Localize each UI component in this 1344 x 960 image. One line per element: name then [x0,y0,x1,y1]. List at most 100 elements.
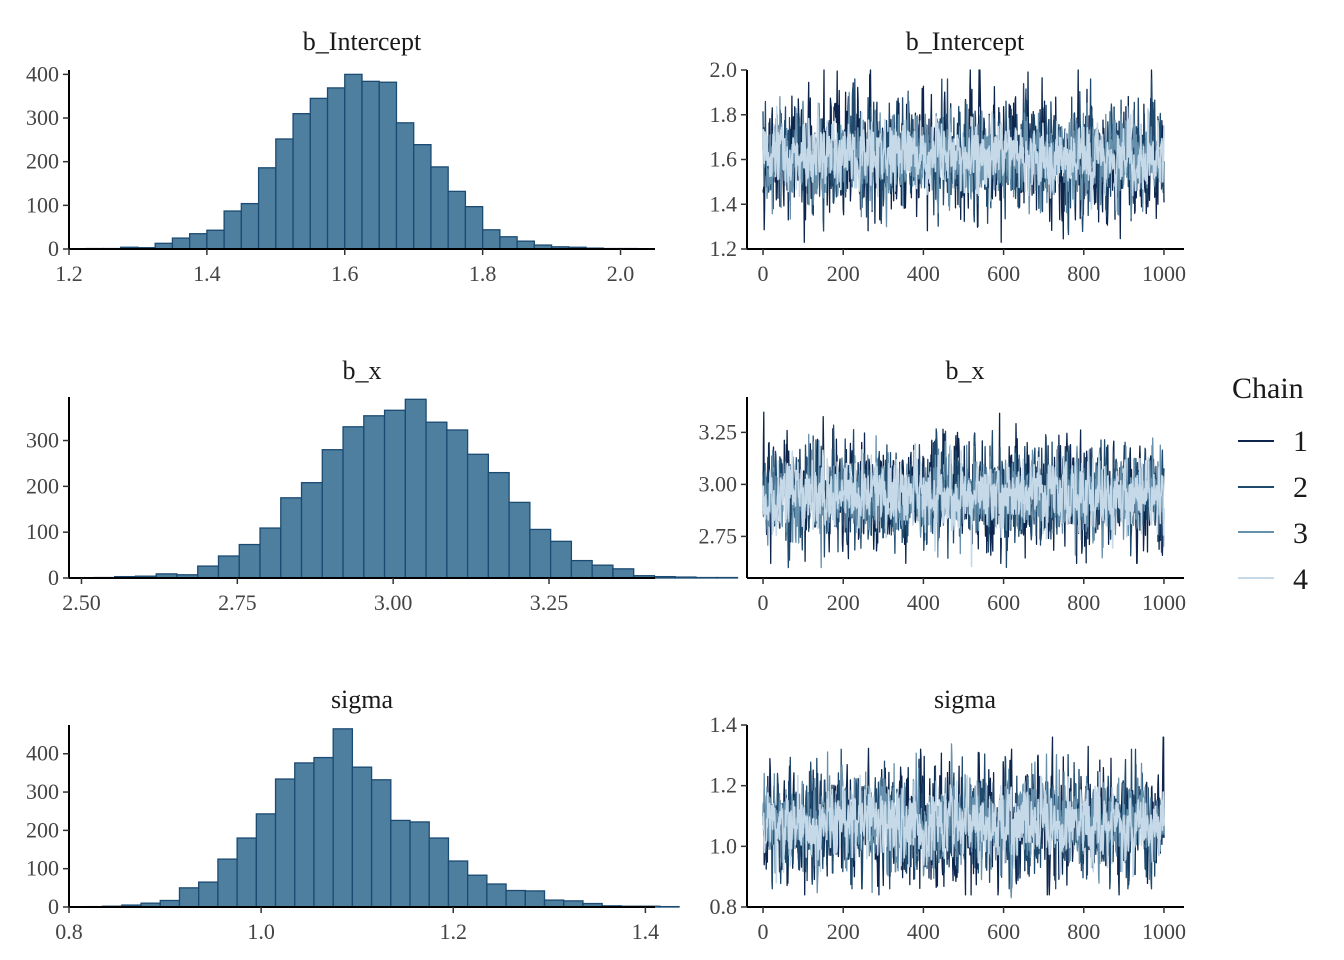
histogram-bar [370,779,392,908]
histogram-bar [404,398,427,579]
legend-label-3: 3 [1293,517,1308,550]
x-tick-label: 600 [987,261,1020,286]
x-tick-label: 0 [758,590,769,615]
y-tick-label: 1.8 [710,102,738,127]
histogram-bar [466,453,490,579]
y-tick-label: 3.00 [699,471,738,496]
histogram-bar [206,229,225,250]
histogram-bar [326,87,346,250]
histogram-bar [430,166,449,250]
y-tick-label: 1.2 [710,236,738,261]
y-tick-label: 300 [26,428,59,453]
histogram-bar [255,813,277,908]
legend-label-2: 2 [1293,471,1308,504]
histogram-bar [570,559,593,579]
histogram-bar [395,122,415,250]
histogram-bar [313,756,334,908]
histogram-bar [223,210,243,250]
legend-title: Chain [1232,372,1304,405]
histogram-bar [505,889,526,908]
y-tick-label: 100 [26,192,59,217]
histogram-bar [378,81,398,250]
x-tick-label: 400 [907,919,940,944]
histogram-bar [383,409,406,579]
histogram-bar [390,819,411,908]
histogram-bar [198,881,219,908]
panel-title: b_Intercept [303,27,422,56]
x-tick-label: 800 [1067,590,1100,615]
x-tick-label: 3.25 [530,590,569,615]
histogram-bar [464,205,484,250]
x-tick-label: 0 [758,261,769,286]
x-tick-label: 0 [758,919,769,944]
y-tick-label: 1.2 [710,773,738,798]
chain-legend: Chain 1 2 3 4 [1232,372,1308,596]
y-tick-label: 200 [26,817,59,842]
histogram-bar [217,555,240,579]
x-tick-label: 0.8 [55,919,83,944]
histogram-bar [529,528,552,579]
histogram-bar [428,837,450,908]
trace-panel-b-x: b_x 0 200 400 600 800 1000 2.75 3.00 3.25 [699,356,1186,615]
trace-lines [762,736,1165,899]
x-tick-label: 1.0 [247,919,275,944]
y-tick-label: 200 [26,149,59,174]
histogram-bar [467,874,488,908]
legend-entry-1: 1 [1238,425,1308,458]
histogram-bars [93,398,739,579]
histogram-bar [447,190,467,250]
trace-line-chain-4 [762,771,1165,884]
y-tick-label: 0 [48,236,59,261]
x-tick-label: 2.50 [62,590,101,615]
y-tick-label: 100 [26,856,59,881]
x-tick-label: 2.0 [607,261,635,286]
x-tick-label: 800 [1067,261,1100,286]
x-tick-label: 1.4 [193,261,221,286]
y-tick-label: 1.6 [710,147,738,172]
trace-lines [762,411,1165,569]
y-tick-label: 200 [26,473,59,498]
histogram-bar [674,576,697,579]
hist-panel-sigma: sigma 0.8 1.0 1.2 1.4 0 100 200 300 400 [26,685,680,944]
y-tick-label: 100 [26,519,59,544]
x-tick-label: 1.6 [331,261,359,286]
x-tick-label: 200 [827,919,860,944]
panel-title: b_Intercept [906,27,1025,56]
trace-line-chain-4 [762,442,1165,568]
legend-label-4: 4 [1293,563,1308,596]
x-tick-label: 400 [907,590,940,615]
x-tick-label: 1.4 [632,919,660,944]
y-tick-label: 0 [48,894,59,919]
x-tick-label: 2.75 [218,590,257,615]
histogram-bar [481,229,501,250]
x-tick-label: 400 [907,261,940,286]
x-tick-label: 800 [1067,919,1100,944]
x-tick-label: 1000 [1142,261,1186,286]
histogram-bar [516,240,536,250]
histogram-bar [309,97,329,250]
x-tick-label: 3.00 [374,590,413,615]
histogram-bar [238,543,261,579]
histogram-bar [361,80,380,250]
histogram-bar [363,415,386,579]
histogram-bar [240,202,260,250]
y-tick-label: 300 [26,779,59,804]
histogram-bar [446,429,469,579]
histogram-bar [275,138,294,250]
y-tick-label: 1.4 [710,712,738,737]
histogram-bar [487,471,510,579]
y-tick-label: 1.0 [710,833,738,858]
hist-panel-b-intercept: b_Intercept 1.2 1.4 1.6 1.8 2.0 0 100 200 300 400 [26,27,655,286]
histogram-bar [351,766,373,908]
histogram-bar [236,837,257,908]
histogram-bar [188,233,208,250]
hist-panel-b-x: b_x 2.50 2.75 3.00 3.25 0 100 200 300 [26,356,739,615]
histogram-bar [280,497,303,579]
legend-entry-2: 2 [1238,471,1308,504]
x-tick-label: 1000 [1142,590,1186,615]
x-tick-label: 200 [827,590,860,615]
legend-entry-4: 4 [1238,563,1308,596]
histogram-bar [171,237,191,250]
histogram-bars [85,73,639,250]
